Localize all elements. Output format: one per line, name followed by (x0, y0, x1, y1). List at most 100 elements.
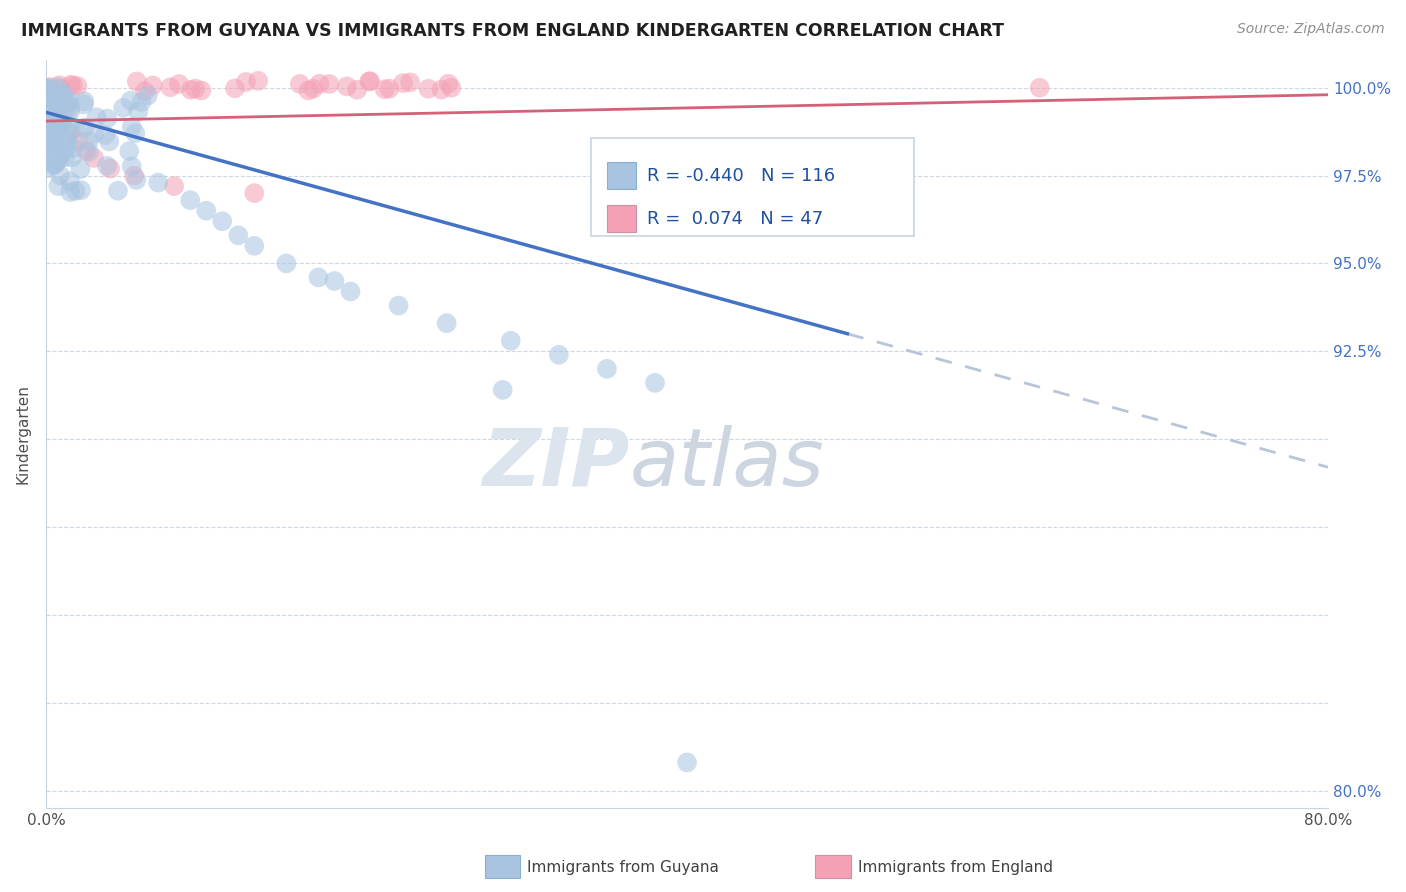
Point (180, 83, 202, 97)
Point (73, 95, 96, 109)
Point (44, 151, 66, 165)
Point (56, 126, 79, 140)
Point (339, 285, 361, 299)
Point (323, 274, 346, 288)
Point (112, 101, 135, 115)
Point (75, 144, 97, 158)
Point (44, 122, 66, 136)
Point (436, 316, 458, 330)
Point (276, 256, 298, 270)
Point (195, 203, 218, 218)
Point (437, 77, 460, 91)
Point (98, 135, 121, 149)
Point (297, 83, 319, 97)
Point (49, 147, 72, 161)
Point (59, 103, 82, 118)
Point (73, 120, 96, 135)
Point (51, 116, 73, 130)
Point (121, 160, 143, 174)
Point (41, 99, 63, 113)
Point (59, 127, 82, 141)
Point (55, 136, 77, 150)
Point (387, 299, 409, 313)
Point (38, 94, 60, 108)
Point (49, 81, 72, 95)
Point (58, 95, 80, 110)
Point (308, 77, 330, 91)
Point (374, 82, 396, 96)
Point (122, 169, 145, 183)
Text: R = -0.440   N = 116: R = -0.440 N = 116 (647, 167, 835, 185)
Point (65, 184, 87, 198)
Point (83, 127, 105, 141)
Point (60, 151, 83, 165)
Point (167, 77, 190, 91)
Point (226, 228, 249, 243)
Point (107, 184, 129, 198)
Point (49, 169, 72, 183)
Point (46, 106, 69, 120)
Point (59, 78, 82, 92)
Point (499, 334, 522, 348)
Point (318, 77, 340, 91)
Point (134, 84, 156, 98)
Point (35, 82, 58, 96)
Point (59, 185, 82, 199)
Point (42, 131, 65, 145)
Point (53, 150, 76, 164)
Point (184, 81, 207, 95)
Point (392, 76, 415, 90)
Point (163, 179, 186, 194)
Point (59, 100, 82, 114)
Text: Source: ZipAtlas.com: Source: ZipAtlas.com (1237, 22, 1385, 37)
Point (59, 118, 82, 132)
Text: R =  0.074   N = 47: R = 0.074 N = 47 (647, 210, 823, 227)
Point (125, 173, 148, 187)
Text: Immigrants from Guyana: Immigrants from Guyana (527, 860, 718, 874)
Point (127, 104, 149, 119)
Point (190, 83, 212, 97)
Point (120, 94, 142, 108)
Point (59, 174, 82, 188)
Point (42, 158, 65, 172)
Point (336, 79, 359, 94)
Point (46, 179, 69, 194)
Point (51, 116, 73, 130)
Point (62, 78, 84, 93)
Point (243, 186, 266, 201)
Text: atlas: atlas (630, 425, 824, 503)
Point (307, 270, 329, 285)
Text: IMMIGRANTS FROM GUYANA VS IMMIGRANTS FROM ENGLAND KINDERGARTEN CORRELATION CHART: IMMIGRANTS FROM GUYANA VS IMMIGRANTS FRO… (21, 22, 1004, 40)
Point (378, 81, 401, 95)
Point (73, 97, 96, 112)
Point (46, 80, 69, 95)
Point (77, 134, 100, 148)
Point (547, 348, 569, 362)
Point (53, 90, 76, 104)
Point (45, 132, 67, 146)
Point (66, 78, 89, 93)
Point (96, 159, 118, 173)
Point (42, 105, 65, 120)
Point (38, 150, 60, 164)
Point (46, 96, 69, 111)
Point (55, 100, 77, 114)
Point (44, 157, 66, 171)
Point (48, 142, 70, 156)
Point (211, 214, 233, 228)
Point (136, 88, 159, 103)
Point (94, 128, 117, 142)
Point (48, 96, 70, 111)
Point (37, 151, 59, 165)
Point (45, 104, 67, 119)
Point (146, 176, 169, 190)
Point (359, 74, 381, 88)
Point (142, 78, 165, 93)
Point (69, 162, 91, 177)
Point (42, 138, 65, 153)
Point (124, 126, 146, 140)
Point (41, 101, 63, 115)
Point (45, 82, 67, 96)
Point (83, 151, 105, 165)
Point (44, 92, 66, 106)
